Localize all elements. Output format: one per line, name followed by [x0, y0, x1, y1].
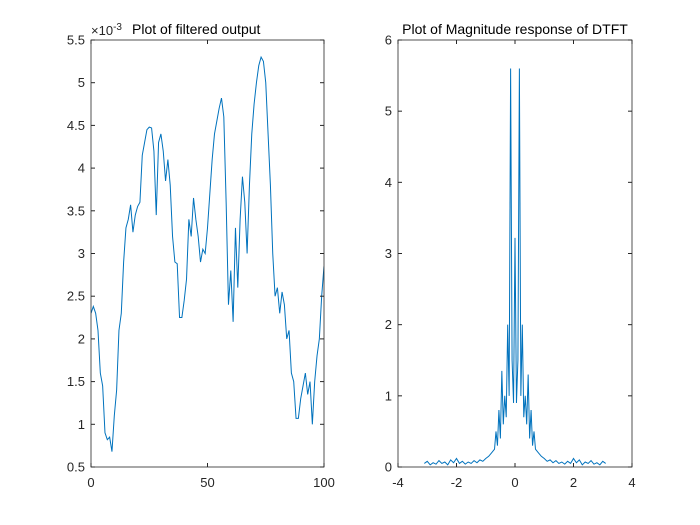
y-tick-label: 2	[78, 331, 85, 346]
y-exponent: ×10-3	[91, 22, 122, 38]
axes: 0 50 100 0.5 1 1.5 2 2.5 3 3.5 4 4.5 5 5.5 ×10-3 Plot o…	[67, 21, 335, 490]
y-tick-label: 4	[385, 175, 392, 190]
data-line	[424, 68, 606, 466]
x-tick-label: 0	[87, 475, 94, 490]
y-tick-label: 4.5	[67, 118, 85, 133]
y-tick-label: 2.5	[67, 289, 85, 304]
y-tick-label: 5	[78, 75, 85, 90]
y-tick-label: 0.5	[67, 460, 85, 475]
data-line	[91, 55, 324, 452]
x-tick-label: 100	[313, 475, 335, 490]
plot-area	[424, 68, 606, 466]
y-tick-label: 3.5	[67, 203, 85, 218]
plot-area	[91, 55, 324, 452]
axes-background	[91, 40, 324, 467]
axes: -4 -2 0 2 4 0 1 2 3 4 5 6 Plot of Magnitude response…	[385, 21, 636, 490]
exponent-power: -3	[113, 22, 122, 33]
y-tick-label: 6	[385, 33, 392, 48]
y-tick-label: 1.5	[67, 374, 85, 389]
y-tick-label: 3	[385, 246, 392, 261]
y-tick-label: 4	[78, 161, 85, 176]
y-tick-label: 1	[78, 417, 85, 432]
y-tick-label: 2	[385, 317, 392, 332]
x-tick-label: -2	[451, 475, 463, 490]
chart-title: Plot of Magnitude response of DTFT	[402, 21, 628, 37]
x-tick-label: 0	[511, 475, 518, 490]
y-tick-label: 3	[78, 246, 85, 261]
x-tick-label: -4	[392, 475, 404, 490]
x-tick-label: 50	[200, 475, 214, 490]
exponent-base: ×10	[91, 23, 113, 38]
chart-title: Plot of filtered output	[132, 21, 261, 37]
y-tick-label: 1	[385, 388, 392, 403]
x-tick-label: 2	[570, 475, 577, 490]
x-tick-label: 4	[628, 475, 635, 490]
y-tick-label: 0	[385, 460, 392, 475]
y-tick-label: 5	[385, 104, 392, 119]
y-tick-label: 5.5	[67, 33, 85, 48]
